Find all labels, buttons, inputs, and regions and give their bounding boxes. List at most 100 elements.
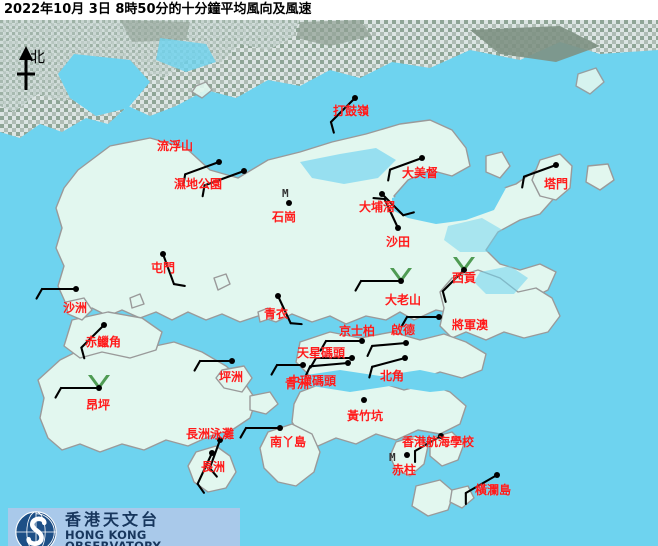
station-dot-icon xyxy=(494,472,500,478)
station-m-flag: M xyxy=(282,187,289,200)
inner-bay xyxy=(300,148,396,184)
station-label-stanley: 赤柱 xyxy=(392,463,417,477)
station-m-flag: M xyxy=(389,451,396,464)
station-dot-icon xyxy=(241,168,247,174)
station-dot-icon xyxy=(229,358,235,364)
station-dot-icon xyxy=(300,362,306,368)
station-label-tap-mun: 塔門 xyxy=(544,177,569,191)
wind-barb-kings-park xyxy=(319,339,364,352)
station-dot-icon xyxy=(361,397,367,403)
wind-barb-tuen-mun xyxy=(161,252,186,287)
station-label-lamma-island: 南丫島 xyxy=(270,435,307,449)
station-dot-icon xyxy=(217,437,223,443)
station-dot-icon xyxy=(277,425,283,431)
station-label-hk-sea-school: 香港航海學校 xyxy=(402,435,475,449)
wind-barb-green-island xyxy=(270,363,305,376)
page-title: 2022年10月 3日 8時50分的十分鐘平均風向及風速 xyxy=(0,0,658,20)
wind-barb-hk-sea-school xyxy=(413,434,443,464)
station-dot-icon xyxy=(349,355,355,361)
triangle-marker-inner xyxy=(393,267,409,278)
wind-barb-layer xyxy=(35,96,558,506)
wind-barb-kai-tak xyxy=(366,341,408,357)
station-dot-icon xyxy=(286,200,292,206)
station-label-tuen-mun: 屯門 xyxy=(151,261,176,275)
logo-english-text: HONG KONG OBSERVATORY xyxy=(65,527,162,546)
wind-barb-tsing-yi xyxy=(276,294,303,326)
station-label-peng-chau: 坪洲 xyxy=(219,370,244,384)
station-dot-icon xyxy=(352,95,358,101)
new-territories-landmass xyxy=(55,119,557,325)
wind-barb-tai-po-kau xyxy=(380,192,415,217)
sha-chau-island xyxy=(65,297,93,321)
station-label-star-ferry: 天星碼頭 xyxy=(297,346,346,360)
chek-lap-kok-island xyxy=(63,311,163,359)
station-dot-icon xyxy=(398,278,404,284)
station-dot-icon xyxy=(359,338,365,344)
po-toi-islands xyxy=(411,479,455,517)
sea-school-spur xyxy=(429,431,465,467)
station-label-shek-kong: 石崗 xyxy=(272,210,297,224)
station-label-wong-chuk-hang: 黃竹坑 xyxy=(347,409,384,423)
station-dot-icon xyxy=(403,340,409,346)
station-label-tseung-kwan-o: 將軍澳 xyxy=(452,318,489,332)
station-dot-icon xyxy=(395,225,401,231)
station-dot-icon xyxy=(438,433,444,439)
wind-barb-central-pier xyxy=(304,361,350,378)
wind-barb-chek-lap-kok xyxy=(80,323,106,360)
station-dot-icon xyxy=(404,452,410,458)
map-canvas[interactable]: 北 打鼓嶺 流浮山 濕地公園 M 石崗 屯門 大美督 塔門 大埔滘 沙田 西貢 大老山 沙洲 赤鱲角 青衣京… xyxy=(0,20,658,546)
station-label-sha-chau: 沙洲 xyxy=(63,301,88,315)
station-dot-icon xyxy=(101,322,107,328)
victoria-harbour xyxy=(300,370,470,392)
wind-barb-peng-chau xyxy=(193,359,234,372)
wind-barb-tai-mei-tuk xyxy=(387,156,424,182)
station-label-sai-kung: 西貢 xyxy=(452,271,477,285)
wind-barb-sha-chau xyxy=(35,287,78,300)
station-label-sha-tin: 沙田 xyxy=(386,235,411,249)
wind-barb-tap-mun xyxy=(521,163,558,189)
hko-logo: 香港天文台 HONG KONG OBSERVATORY xyxy=(8,508,240,546)
mainland-terrain xyxy=(0,20,658,138)
hko-swirl-logo xyxy=(15,511,57,546)
station-dot-icon xyxy=(275,293,281,299)
station-dot-icon xyxy=(160,251,166,257)
station-label-tai-mei-tuk: 大美督 xyxy=(402,166,439,180)
tap-mun-island xyxy=(531,153,573,201)
station-label-green-island: 青洲 xyxy=(285,377,310,391)
station-dot-icon xyxy=(345,360,351,366)
station-dot-icon xyxy=(461,267,467,273)
station-dot-icon xyxy=(73,286,79,292)
wind-barb-sai-kung xyxy=(441,268,466,303)
triangle-marker-inner xyxy=(456,256,472,267)
tolo-harbour xyxy=(392,178,506,224)
station-label-waglan-island: 橫瀾島 xyxy=(475,483,512,497)
wind-barb-north-point xyxy=(368,356,407,379)
station-label-tai-po-kau: 大埔滘 xyxy=(359,200,396,214)
station-dot-icon xyxy=(402,355,408,361)
wind-barb-lamma-island xyxy=(239,426,282,439)
lamma-island xyxy=(259,423,321,487)
wind-barb-sha-tin xyxy=(372,197,400,230)
station-label-wetland-park: 濕地公園 xyxy=(174,177,223,191)
station-dot-icon xyxy=(379,191,385,197)
wind-barb-lau-fau-shan xyxy=(182,160,221,187)
station-dot-icon xyxy=(436,314,442,320)
station-dot-icon xyxy=(553,162,559,168)
wind-barb-ta-kwu-ling xyxy=(329,96,357,134)
wind-barb-cheung-chau-beach xyxy=(208,438,222,478)
station-label-ta-kwu-ling: 打鼓嶺 xyxy=(333,104,370,118)
lantau-island xyxy=(37,339,257,453)
station-label-central-pier: 中環碼頭 xyxy=(288,374,337,388)
triangle-marker-inner xyxy=(91,374,107,385)
station-label-tsing-yi: 青衣 xyxy=(264,307,289,321)
logo-chinese-text: 香港天文台 xyxy=(65,509,161,529)
station-label-cheung-chau: 長洲 xyxy=(201,460,226,474)
station-dot-icon xyxy=(209,450,215,456)
wind-barb-wetland-park xyxy=(201,169,246,198)
north-label: 北 xyxy=(30,48,46,66)
station-dot-icon xyxy=(419,155,425,161)
station-dot-icon xyxy=(216,159,222,165)
peng-chau-island xyxy=(215,365,253,393)
station-label-north-point: 北角 xyxy=(380,369,405,383)
